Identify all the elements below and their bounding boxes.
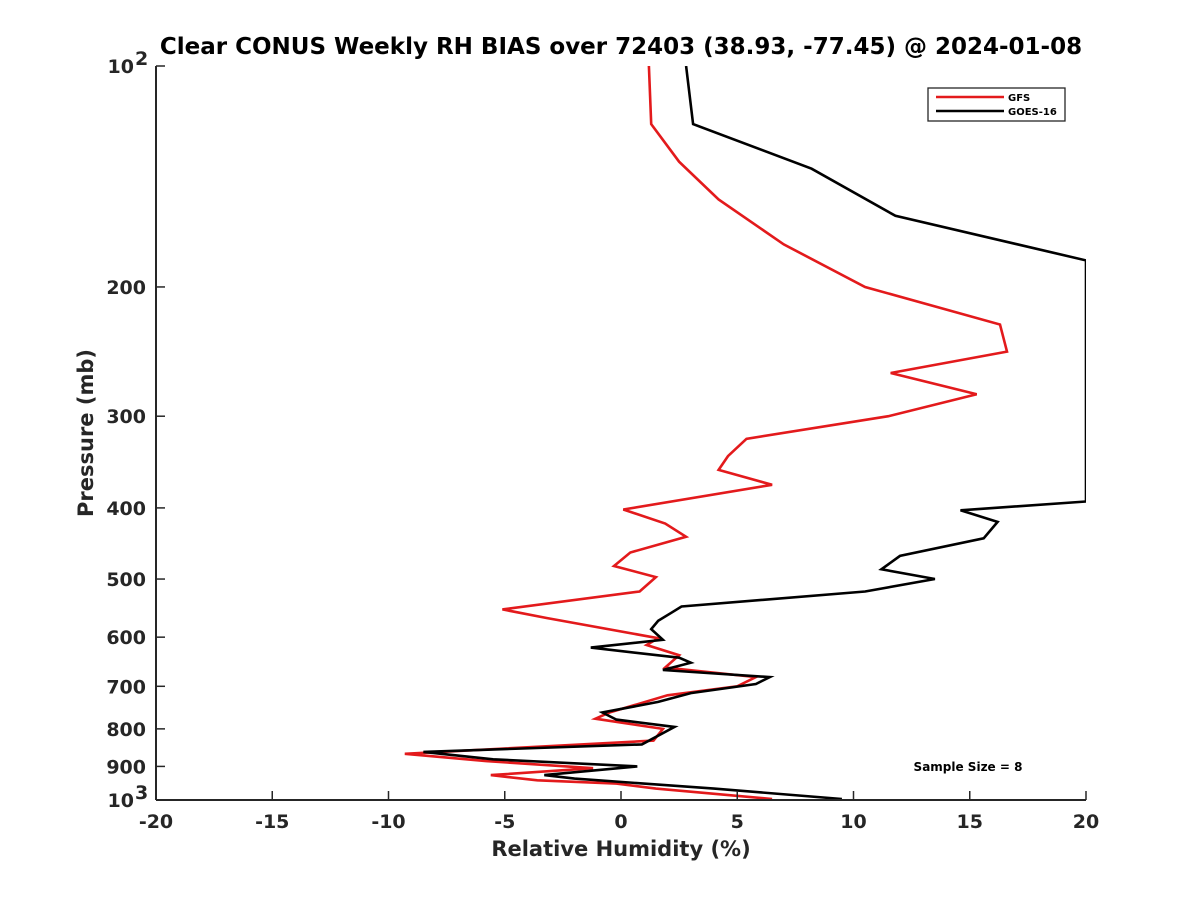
y-tick-label: 900 xyxy=(106,756,146,778)
y-tick-label: 700 xyxy=(106,676,146,698)
legend-label-goes-16: GOES-16 xyxy=(1008,107,1057,118)
x-ticks: -20 -15 -10 -5 0 5 10 15 20 xyxy=(139,791,1099,833)
series-line-goes-16 xyxy=(423,66,1086,800)
x-axis-label: Relative Humidity (%) xyxy=(491,837,750,861)
y-tick-label: 400 xyxy=(106,498,146,520)
series-layer xyxy=(404,66,1086,800)
series-line-gfs xyxy=(404,66,1009,800)
chart-title: Clear CONUS Weekly RH BIAS over 72403 (3… xyxy=(160,34,1082,60)
sample-size-annotation: Sample Size = 8 xyxy=(914,760,1023,774)
x-tick-label: 0 xyxy=(614,811,627,833)
x-tick-label: -5 xyxy=(494,811,515,833)
y-tick-label: 600 xyxy=(106,627,146,649)
legend-label-gfs: GFS xyxy=(1008,93,1030,104)
x-tick-label: 15 xyxy=(957,811,983,833)
x-tick-label: 10 xyxy=(840,811,866,833)
y-tick-exponent: 2 xyxy=(135,48,148,70)
x-tick-label: -15 xyxy=(255,811,289,833)
y-tick-label: 800 xyxy=(106,719,146,741)
y-tick-label: 500 xyxy=(106,569,146,591)
y-tick-exponent: 3 xyxy=(135,782,148,804)
y-tick-label: 200 xyxy=(106,277,146,299)
plot-area: -20 -15 -10 -5 0 5 10 15 20 10 220030040050060070… xyxy=(106,48,1099,833)
legend: GFS GOES-16 xyxy=(927,87,1066,122)
legend-box xyxy=(927,87,1066,122)
x-tick-label: 5 xyxy=(731,811,744,833)
x-tick-label: -20 xyxy=(139,811,173,833)
y-axis-label: Pressure (mb) xyxy=(74,349,98,517)
x-tick-label: -10 xyxy=(371,811,405,833)
y-tick-label: 10 xyxy=(108,790,134,812)
y-tick-label: 10 xyxy=(108,56,134,78)
x-tick-label: 20 xyxy=(1073,811,1099,833)
y-tick-label: 300 xyxy=(106,406,146,428)
